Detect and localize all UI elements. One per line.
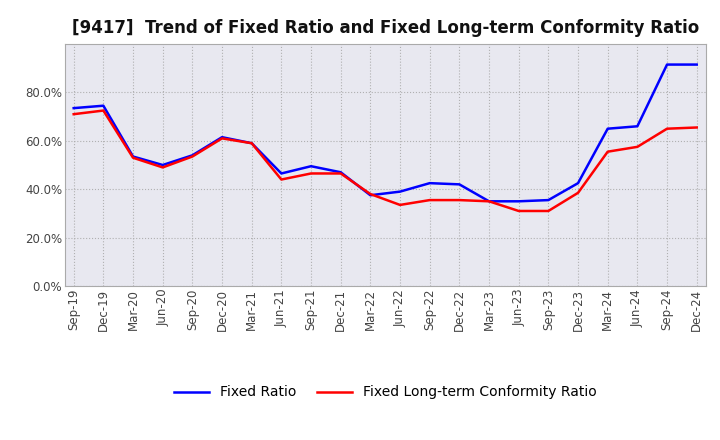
Fixed Ratio (99, 103, 108, 108)
Fixed Long-term Conformity Ratio (396, 202, 405, 208)
Fixed Ratio (574, 180, 582, 186)
Fixed Long-term Conformity Ratio (99, 108, 108, 113)
Fixed Long-term Conformity Ratio (366, 191, 374, 197)
Title: [9417]  Trend of Fixed Ratio and Fixed Long-term Conformity Ratio: [9417] Trend of Fixed Ratio and Fixed Lo… (71, 19, 699, 37)
Fixed Long-term Conformity Ratio (574, 190, 582, 195)
Fixed Ratio (633, 124, 642, 129)
Fixed Long-term Conformity Ratio (662, 126, 671, 131)
Legend: Fixed Ratio, Fixed Long-term Conformity Ratio: Fixed Ratio, Fixed Long-term Conformity … (168, 380, 602, 405)
Line: Fixed Ratio: Fixed Ratio (73, 65, 697, 201)
Fixed Long-term Conformity Ratio (158, 165, 167, 170)
Fixed Ratio (69, 106, 78, 111)
Fixed Ratio (307, 164, 315, 169)
Fixed Long-term Conformity Ratio (693, 125, 701, 130)
Fixed Ratio (426, 180, 434, 186)
Fixed Ratio (514, 198, 523, 204)
Fixed Long-term Conformity Ratio (455, 198, 464, 203)
Fixed Ratio (662, 62, 671, 67)
Fixed Long-term Conformity Ratio (248, 140, 256, 146)
Fixed Ratio (158, 162, 167, 168)
Fixed Ratio (336, 169, 345, 175)
Fixed Long-term Conformity Ratio (514, 208, 523, 213)
Fixed Long-term Conformity Ratio (544, 208, 553, 213)
Fixed Long-term Conformity Ratio (307, 171, 315, 176)
Fixed Ratio (455, 182, 464, 187)
Fixed Ratio (603, 126, 612, 131)
Fixed Ratio (129, 154, 138, 159)
Fixed Ratio (544, 198, 553, 203)
Fixed Long-term Conformity Ratio (277, 177, 286, 182)
Fixed Long-term Conformity Ratio (188, 154, 197, 159)
Line: Fixed Long-term Conformity Ratio: Fixed Long-term Conformity Ratio (73, 110, 697, 211)
Fixed Ratio (396, 189, 405, 194)
Fixed Ratio (217, 135, 226, 140)
Fixed Long-term Conformity Ratio (69, 111, 78, 117)
Fixed Long-term Conformity Ratio (129, 155, 138, 160)
Fixed Long-term Conformity Ratio (633, 144, 642, 150)
Fixed Ratio (188, 153, 197, 158)
Fixed Ratio (693, 62, 701, 67)
Fixed Ratio (366, 193, 374, 198)
Fixed Long-term Conformity Ratio (217, 136, 226, 141)
Fixed Ratio (248, 140, 256, 146)
Fixed Ratio (485, 198, 493, 204)
Fixed Long-term Conformity Ratio (485, 198, 493, 204)
Fixed Ratio (277, 171, 286, 176)
Fixed Long-term Conformity Ratio (603, 149, 612, 154)
Fixed Long-term Conformity Ratio (426, 198, 434, 203)
Fixed Long-term Conformity Ratio (336, 171, 345, 176)
